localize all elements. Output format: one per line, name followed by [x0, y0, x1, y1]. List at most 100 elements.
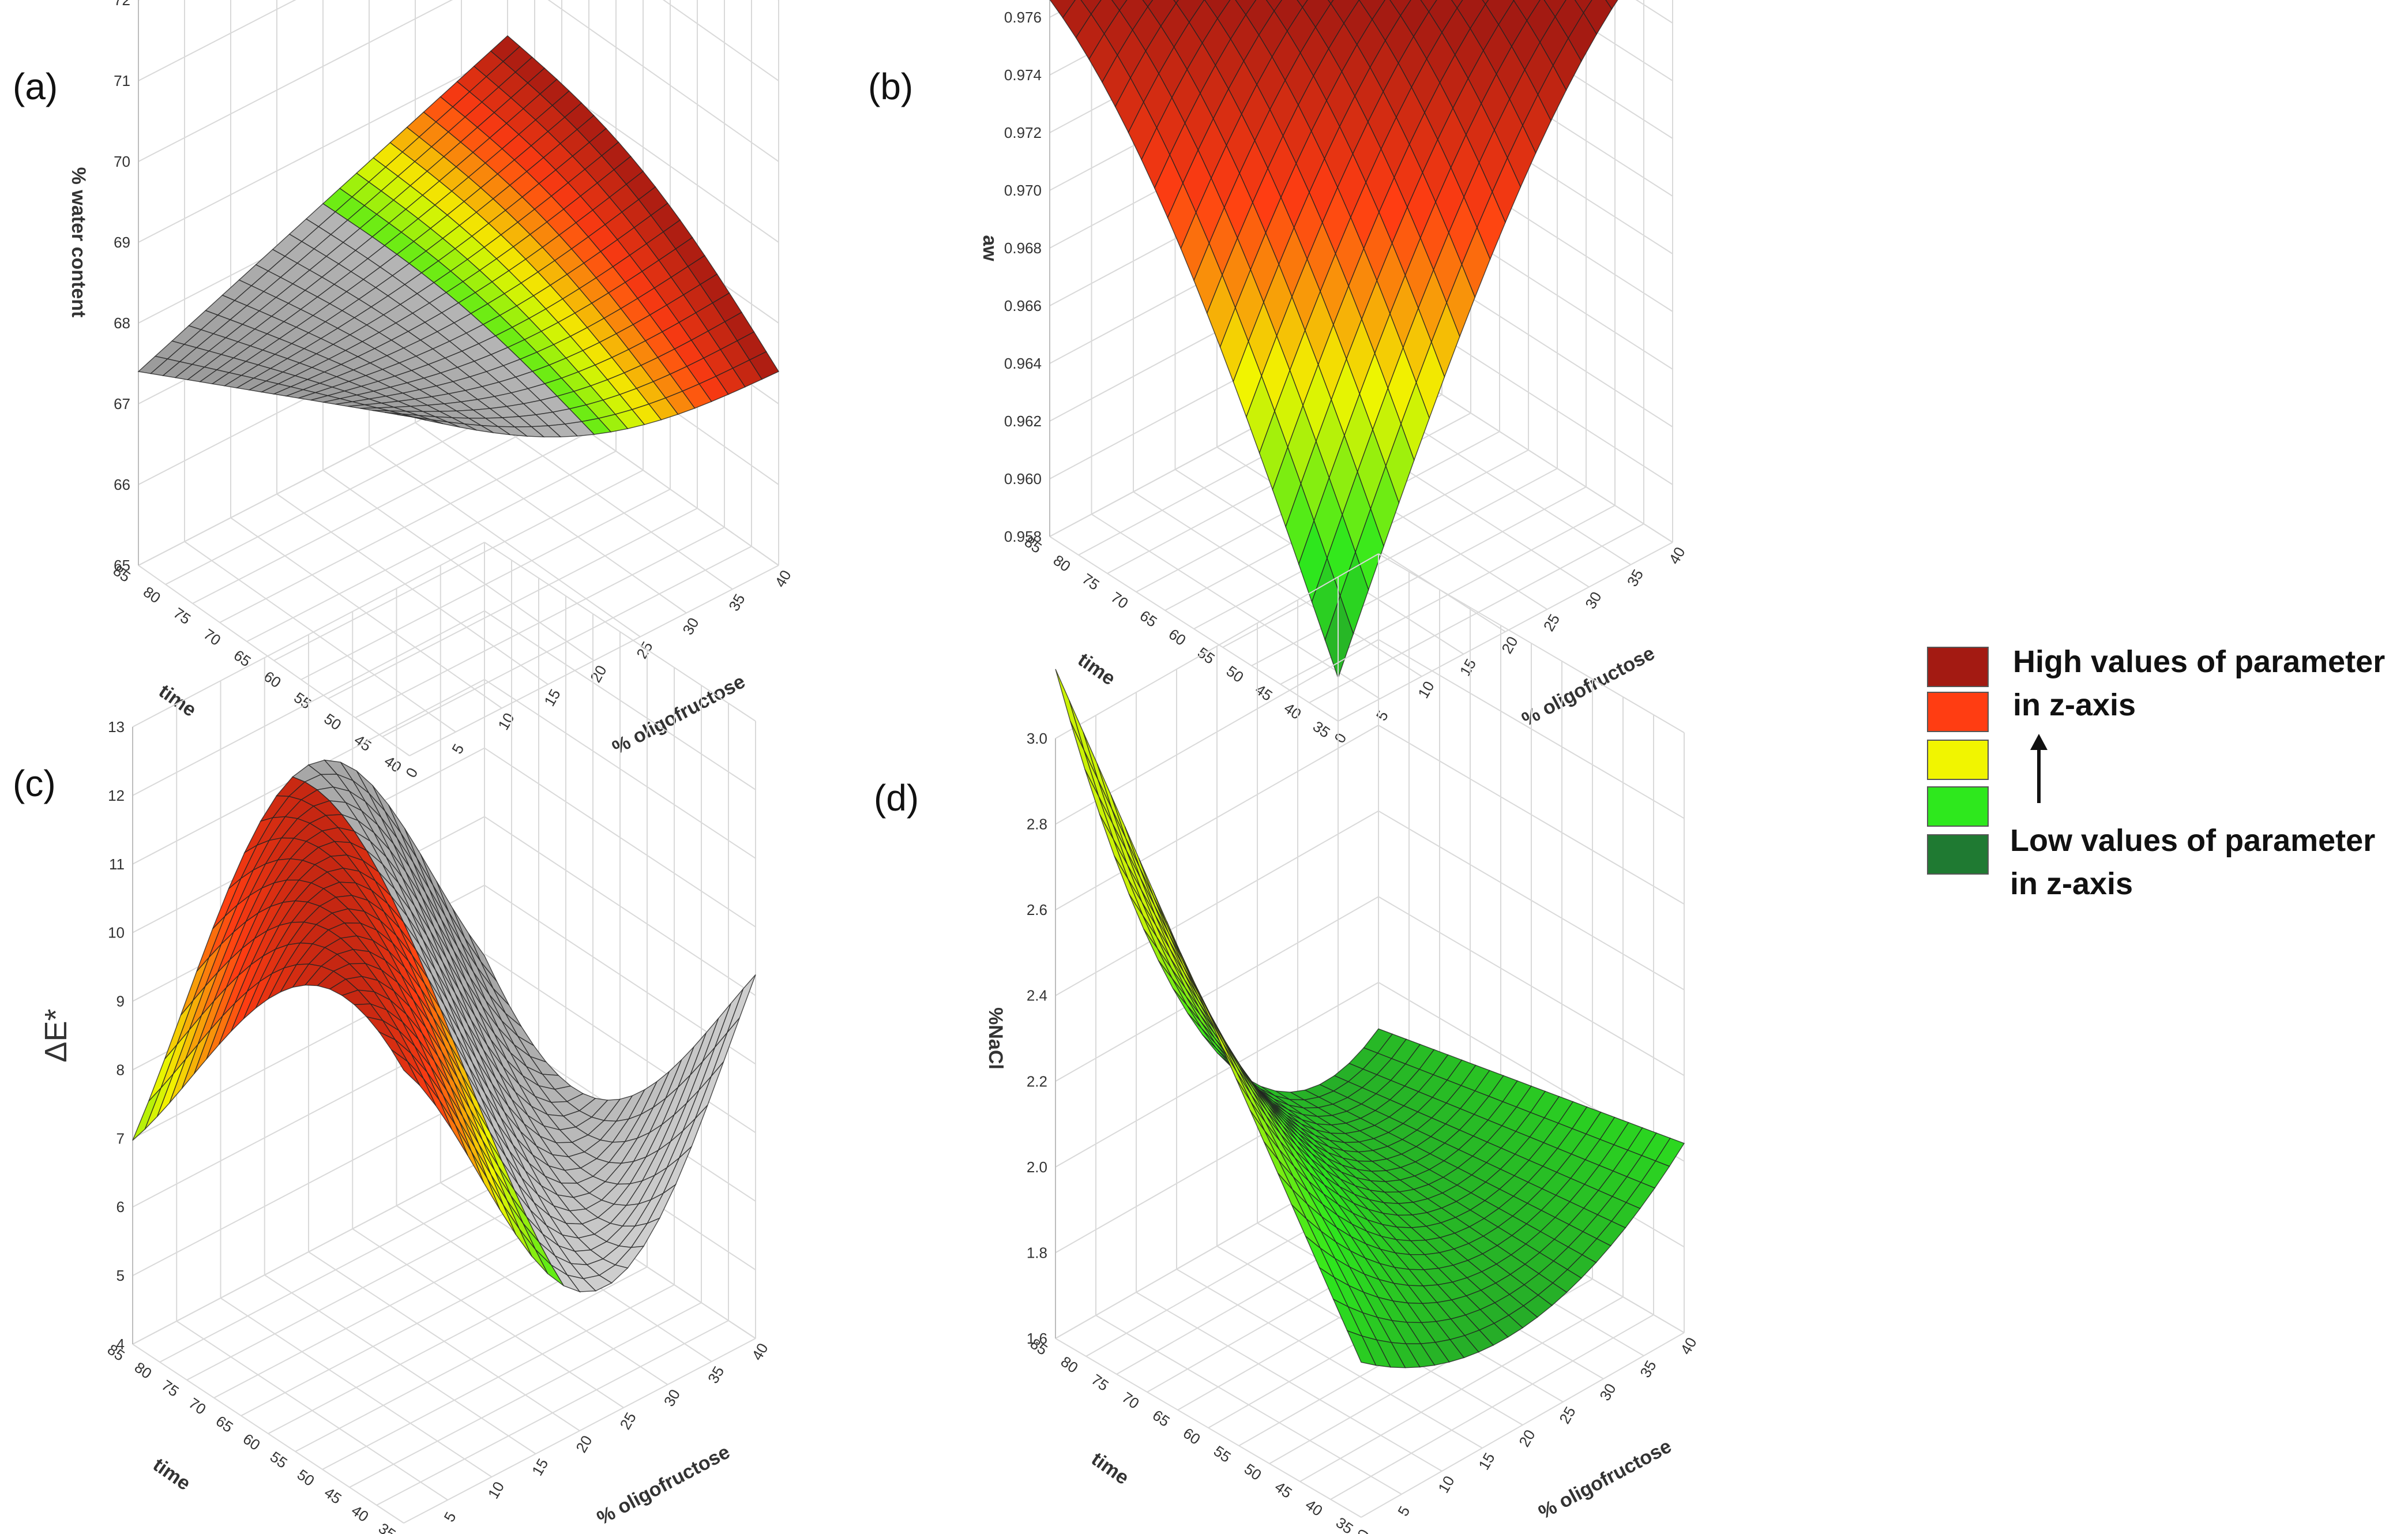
time-tick-label: 55 [267, 1448, 291, 1472]
time-tick-label: 75 [1079, 570, 1103, 594]
z-tick-label: 2.8 [1027, 816, 1047, 833]
z-tick-label: 0.970 [1004, 182, 1042, 199]
z-tick-label: 2.4 [1027, 987, 1047, 1004]
oligofructose-tick-label: 30 [679, 614, 702, 637]
time-axis-title: time [149, 1454, 194, 1495]
legend-swatch-orange [1927, 692, 1989, 732]
surface-patch [1574, 0, 1592, 14]
time-tick-label: 70 [1108, 588, 1132, 612]
z-axis-title: %NaCl [985, 1007, 1006, 1070]
z-tick-label: 66 [114, 476, 130, 493]
oligofructose-tick-label: 15 [1475, 1450, 1498, 1473]
z-tick-label: 7 [117, 1130, 125, 1147]
time-axis-title: time [1074, 648, 1120, 689]
oligofructose-tick-label: 40 [748, 1340, 771, 1363]
z-axis-title: % water content [67, 167, 89, 318]
time-axis-title: time [1087, 1448, 1133, 1489]
oligofructose-tick-label: 25 [1540, 611, 1563, 634]
z-tick-label: 3.0 [1027, 730, 1047, 747]
z-tick-label: 0.976 [1004, 9, 1042, 26]
time-tick-label: 45 [321, 1484, 345, 1507]
z-tick-label: 70 [114, 153, 130, 170]
floor-grid-line [415, 422, 687, 614]
time-tick-label: 35 [1310, 718, 1333, 741]
oligofructose-tick-label: 30 [1581, 588, 1605, 612]
oligofructose-tick-label: 25 [616, 1409, 639, 1432]
legend-low-label-line1: Low values of parameter [2010, 823, 2375, 858]
time-tick-label: 75 [170, 604, 194, 628]
z-tick-label: 10 [108, 924, 125, 942]
z-tick-label: 0.972 [1004, 124, 1042, 141]
oligofructose-tick-label: 20 [1515, 1427, 1538, 1450]
floor-grid-line [1176, 1269, 1483, 1449]
floor-grid-line [1091, 513, 1381, 700]
oligofructose-tick-label: 40 [1665, 544, 1688, 567]
wall-grid-line [662, 0, 779, 81]
z-tick-label: 1.6 [1027, 1330, 1047, 1347]
time-tick-label: 40 [1281, 699, 1305, 723]
z-tick-label: 1.8 [1027, 1244, 1047, 1261]
oligofructose-tick-label: 15 [1456, 656, 1479, 679]
legend-high-label-line1: High values of parameter [2013, 644, 2385, 679]
oligofructose-tick-label: 0 [402, 764, 421, 781]
legend-swatch-high [1927, 647, 1989, 687]
floor-grid-line [138, 565, 410, 756]
z-tick-label: 0.968 [1004, 239, 1042, 257]
legend-swatch-yellow [1927, 740, 1989, 780]
z-tick-label: 2.2 [1027, 1072, 1047, 1090]
surface-patch [1055, 669, 1085, 751]
panel-label-a: (a) [13, 66, 58, 107]
time-tick-label: 70 [201, 625, 224, 649]
z-tick-label: 0.962 [1004, 412, 1042, 430]
legend-low-label-line2: in z-axis [2010, 867, 2133, 901]
oligofructose-tick-label: 35 [1636, 1357, 1659, 1381]
z-tick-label: 65 [114, 557, 130, 574]
z-tick-label: 68 [114, 314, 130, 332]
surface-patch [1111, 0, 1128, 12]
time-tick-label: 50 [1223, 662, 1247, 686]
floor-grid-line [322, 470, 595, 661]
oligofructose-tick-label: 10 [1414, 678, 1437, 701]
time-tick-label: 40 [348, 1502, 372, 1525]
surface-patch [1173, 0, 1179, 4]
oligofructose-tick-label: 30 [660, 1386, 683, 1409]
time-tick-label: 50 [294, 1466, 318, 1490]
surface-patch [1265, 0, 1283, 12]
oligofructose-tick-label: 20 [1498, 633, 1521, 657]
time-tick-label: 40 [1302, 1496, 1326, 1520]
surface-patch [397, 414, 427, 421]
z-tick-label: 69 [114, 234, 130, 251]
floor-grid-line [1095, 1315, 1402, 1495]
floor-grid-line [132, 1344, 404, 1524]
time-tick-label: 65 [213, 1412, 236, 1436]
z-tick-label: 0.966 [1004, 297, 1042, 314]
surface-patch [391, 1049, 420, 1086]
floor-grid-line [176, 1321, 448, 1501]
oligofructose-axis-title: % oligofructose [1518, 642, 1658, 730]
legend-swatch-low [1927, 834, 1989, 875]
surface-patch [1451, 0, 1463, 9]
surface-patch [1297, 0, 1308, 8]
time-tick-label: 50 [321, 710, 344, 733]
time-tick-label: 80 [1058, 1353, 1081, 1377]
wall-grid-line [138, 0, 296, 81]
surface-patch [1605, 0, 1618, 10]
oligofructose-tick-label: 25 [1556, 1404, 1579, 1427]
color-legend: High values of parameter in z-axis Low v… [1927, 644, 2385, 901]
surface-patch [1327, 0, 1334, 5]
legend-high-label-line2: in z-axis [2013, 688, 2136, 722]
z-tick-label: 67 [114, 395, 130, 412]
oligofructose-tick-label: 5 [1394, 1503, 1413, 1519]
time-tick-label: 80 [140, 583, 164, 606]
z-tick-label: 0.974 [1004, 66, 1042, 84]
time-tick-label: 65 [1137, 607, 1160, 631]
z-tick-label: 6 [117, 1198, 125, 1216]
z-tick-label: 11 [109, 856, 125, 873]
z-tick-label: 72 [114, 0, 130, 9]
oligofructose-tick-label: 10 [1434, 1473, 1457, 1496]
oligofructose-tick-label: 40 [771, 567, 794, 590]
oligofructose-axis-title: % oligofructose [1535, 1435, 1675, 1524]
floor-grid-line [369, 445, 641, 637]
floor-grid-line [1133, 491, 1422, 677]
floor-grid-line [220, 1297, 493, 1477]
